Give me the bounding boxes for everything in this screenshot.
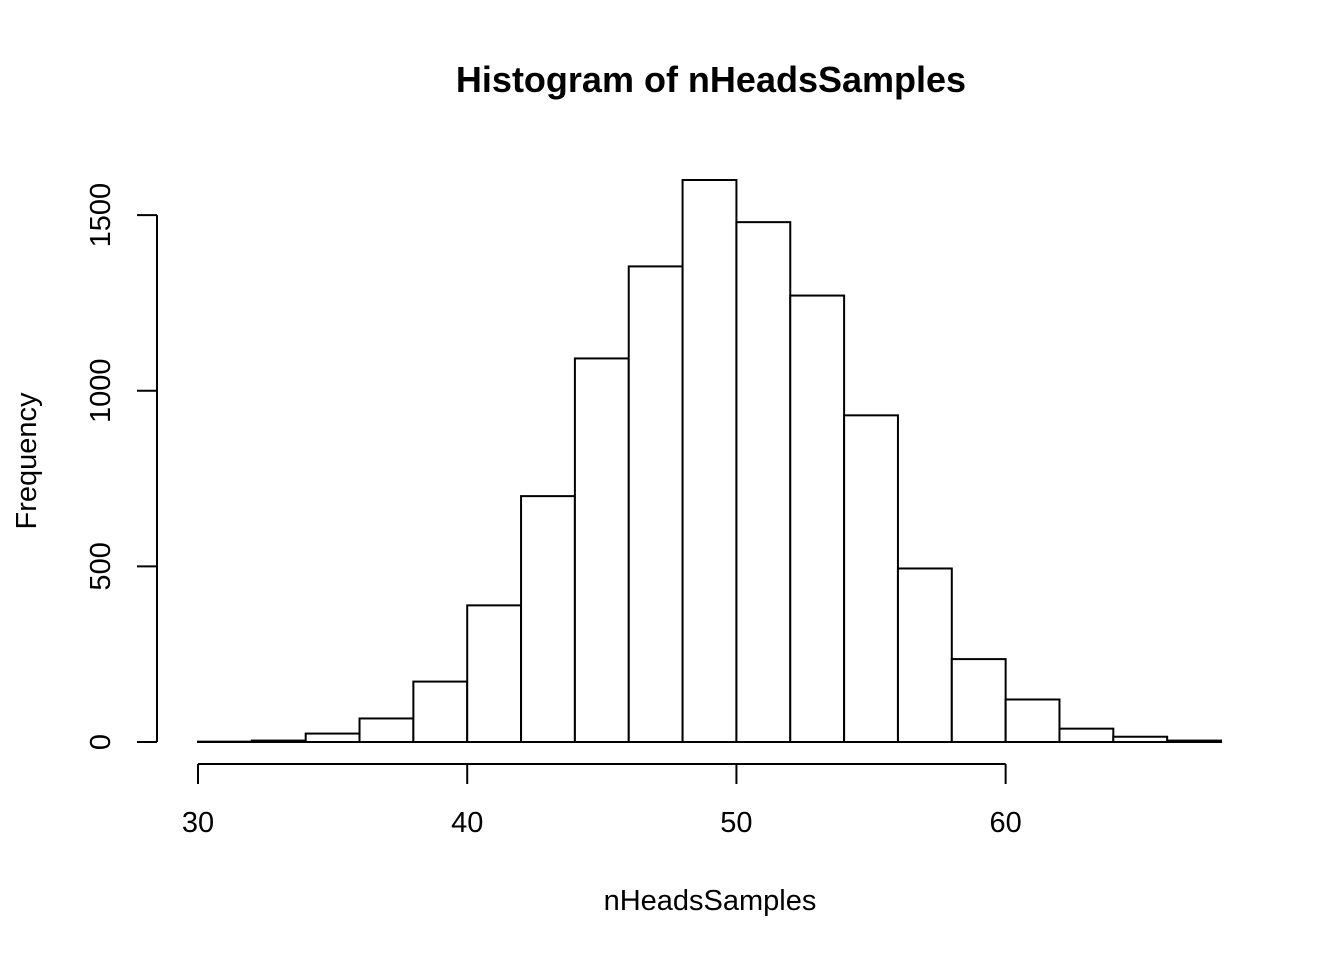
histogram-bar: [789, 294, 846, 743]
histogram-bar: [1166, 739, 1222, 743]
histogram-bar: [1004, 698, 1061, 744]
histogram-bar: [304, 732, 361, 744]
y-tick-label: 500: [85, 542, 117, 590]
y-tick-label: 1000: [85, 358, 117, 423]
histogram-bar: [1112, 735, 1169, 744]
x-tick-label: 50: [720, 807, 752, 839]
y-axis: 0 500 1000 1500: [85, 183, 158, 750]
x-axis: 30 40 50 60: [182, 763, 1022, 839]
x-tick-label: 30: [182, 807, 214, 839]
histogram-bar: [950, 658, 1007, 743]
histogram-bar: [735, 221, 792, 743]
histogram-bars: [197, 179, 1222, 744]
y-tick-label: 0: [85, 734, 117, 750]
histogram-bar: [466, 604, 523, 744]
x-tick-label: 40: [451, 807, 483, 839]
chart-title: Histogram of nHeadsSamples: [456, 59, 966, 100]
histogram-bar: [843, 414, 899, 743]
x-tick-label: 60: [989, 807, 1021, 839]
histogram-bar: [412, 680, 469, 744]
histogram-bar: [681, 179, 738, 743]
histogram-bar: [1058, 727, 1115, 744]
y-tick-label: 1500: [85, 183, 117, 248]
histogram-bar: [358, 717, 415, 743]
histogram-bar: [520, 495, 576, 743]
histogram-bar: [896, 567, 953, 743]
histogram-bar: [627, 265, 684, 743]
histogram-bar: [250, 739, 307, 743]
y-axis-label: Frequency: [11, 392, 43, 530]
x-axis-label: nHeadsSamples: [604, 885, 817, 917]
histogram-bar: [573, 357, 630, 743]
